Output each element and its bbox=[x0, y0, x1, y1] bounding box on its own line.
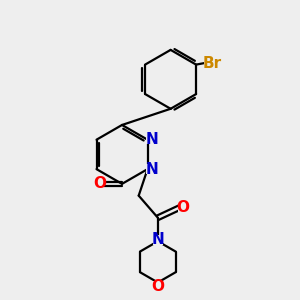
Bar bbox=[146, 135, 158, 144]
Text: O: O bbox=[93, 176, 106, 191]
Text: Br: Br bbox=[202, 56, 221, 70]
Bar bbox=[153, 235, 163, 244]
Text: O: O bbox=[151, 278, 164, 293]
Bar bbox=[204, 58, 220, 68]
Text: N: N bbox=[146, 162, 158, 177]
Text: N: N bbox=[152, 232, 164, 247]
Bar bbox=[146, 164, 158, 174]
Bar bbox=[153, 281, 163, 291]
Bar bbox=[94, 179, 104, 189]
Bar bbox=[178, 203, 188, 212]
Text: N: N bbox=[146, 132, 158, 147]
Text: O: O bbox=[176, 200, 189, 215]
